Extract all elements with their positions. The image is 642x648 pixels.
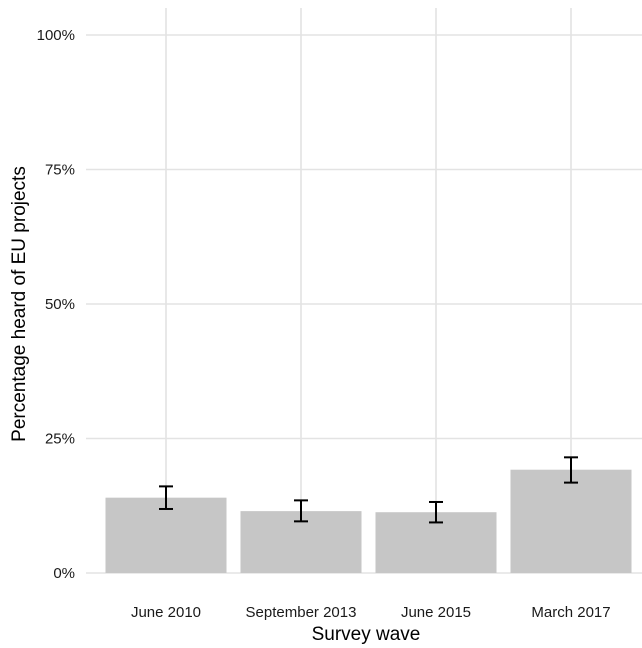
y-tick-label: 75% bbox=[45, 162, 75, 179]
y-tick-label: 50% bbox=[45, 296, 75, 313]
y-axis-title: Percentage heard of EU projects bbox=[9, 166, 30, 442]
error-bar bbox=[159, 485, 173, 510]
error-bars bbox=[159, 456, 578, 524]
y-tick-label: 25% bbox=[45, 431, 75, 448]
y-tick-label: 100% bbox=[37, 27, 75, 44]
x-tick-label: June 2010 bbox=[131, 604, 201, 621]
x-axis-title: Survey wave bbox=[312, 624, 421, 645]
error-bar bbox=[429, 500, 443, 524]
bar bbox=[510, 469, 632, 573]
error-bar bbox=[294, 499, 308, 523]
bars bbox=[105, 469, 632, 573]
error-bar bbox=[564, 456, 578, 484]
x-tick-label: March 2017 bbox=[531, 604, 610, 621]
x-tick-label: June 2015 bbox=[401, 604, 471, 621]
bar bbox=[105, 497, 227, 573]
gridlines bbox=[86, 8, 642, 574]
y-tick-labels: 0% 25% 50% 75% 100% bbox=[37, 27, 75, 582]
x-tick-labels: June 2010 September 2013 June 2015 March 20… bbox=[131, 604, 611, 621]
x-tick-label: September 2013 bbox=[246, 604, 357, 621]
y-tick-label: 0% bbox=[53, 565, 75, 582]
